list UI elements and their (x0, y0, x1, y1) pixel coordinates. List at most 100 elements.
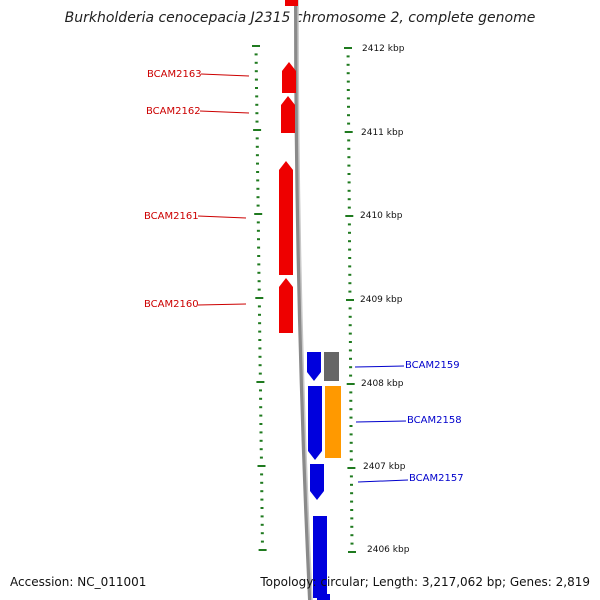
right-tick (348, 265, 352, 268)
right-tick (347, 122, 351, 125)
gene-bcam2161 (279, 161, 293, 275)
left-tick (258, 339, 262, 341)
left-tick (256, 381, 265, 383)
left-tick (255, 154, 259, 157)
left-tick (258, 372, 262, 375)
right-tick (347, 181, 351, 184)
right-tick (346, 97, 350, 100)
leader-line (197, 303, 247, 306)
left-tick (256, 204, 260, 207)
gene-label: BCAM2160 (144, 299, 199, 310)
left-tick (258, 355, 262, 358)
left-tick (255, 145, 259, 148)
right-tick (348, 282, 352, 285)
left-tick (259, 456, 263, 459)
left-tick (259, 397, 263, 400)
right-tick (347, 206, 351, 209)
left-tick (256, 179, 260, 182)
accession-label: Accession: NC_011001 (10, 575, 147, 589)
leader-line (357, 479, 409, 483)
right-tick (350, 542, 354, 545)
right-tick (347, 156, 351, 159)
gene-bcam2162 (281, 96, 295, 133)
left-tick (257, 246, 261, 249)
left-tick (257, 465, 266, 467)
chromosome-backbone (294, 0, 312, 600)
right-tick (348, 257, 352, 259)
map-title: Burkholderia cenocepacia J2315 chromosom… (64, 10, 536, 26)
right-tick (348, 324, 352, 327)
gene-bcam2160 (279, 278, 293, 333)
right-tick (346, 89, 350, 91)
left-tick (255, 137, 259, 140)
right-tick (349, 366, 353, 369)
scale-label: 2410 kbp (360, 211, 403, 221)
left-tick (260, 532, 264, 535)
left-tick (258, 322, 262, 325)
left-tick (256, 196, 260, 199)
left-tick (257, 280, 261, 283)
leader-line (197, 215, 247, 219)
left-tick (260, 498, 264, 501)
leader-line (199, 110, 250, 114)
right-tick (348, 341, 352, 343)
right-tick (350, 509, 354, 511)
right-tick (347, 467, 356, 469)
feature-gray-gene (324, 352, 339, 381)
right-tick (349, 433, 353, 436)
left-tick (257, 271, 261, 274)
left-tick (255, 112, 259, 115)
left-tick (252, 45, 260, 47)
left-tick-marks (252, 45, 267, 551)
right-tick (344, 131, 353, 133)
right-tick (349, 416, 353, 419)
right-tick (346, 72, 350, 75)
right-tick (350, 525, 354, 528)
left-tick (260, 507, 264, 509)
left-tick (257, 255, 261, 257)
left-tick (260, 490, 264, 493)
genome-info: Topology: circular; Length: 3,217,062 bp… (260, 575, 590, 589)
right-tick (346, 299, 354, 301)
left-tick (259, 406, 263, 409)
right-tick (346, 383, 355, 385)
right-tick (347, 173, 351, 175)
right-tick (350, 500, 354, 503)
right-tick (346, 55, 350, 58)
right-tick (349, 450, 353, 453)
chromosome-backbone-shade (297, 0, 313, 600)
gene-offscreen-reverse (313, 516, 327, 598)
right-tick (348, 551, 356, 553)
leader-line (354, 365, 405, 368)
right-tick (346, 80, 350, 83)
right-tick (349, 357, 352, 360)
left-tick (260, 515, 264, 518)
right-tick (350, 492, 354, 495)
right-tick (349, 458, 353, 461)
right-tick (349, 374, 353, 377)
left-tick (259, 448, 263, 451)
gene-bcam2158 (308, 386, 322, 460)
gene-bcam2159 (307, 352, 321, 381)
scale-label: 2406 kbp (367, 545, 410, 555)
left-tick (259, 389, 262, 392)
right-tick (348, 248, 352, 251)
left-tick (257, 288, 261, 291)
gene-label: BCAM2163 (147, 69, 202, 80)
left-tick (260, 523, 264, 526)
gene-label: BCAM2157 (409, 473, 464, 484)
gene-bcam2163 (282, 62, 296, 93)
scale-label: 2411 kbp (361, 128, 404, 138)
right-tick (346, 63, 350, 66)
left-tick (258, 549, 267, 551)
right-tick (347, 223, 351, 226)
left-tick (255, 297, 264, 299)
left-tick (259, 431, 263, 434)
right-tick (348, 307, 352, 310)
left-tick (256, 162, 259, 165)
right-tick (345, 215, 354, 217)
gene-bcam2157 (310, 464, 324, 500)
gene-features (279, 62, 341, 598)
gene-label: BCAM2161 (144, 211, 199, 222)
left-tick (254, 78, 258, 81)
